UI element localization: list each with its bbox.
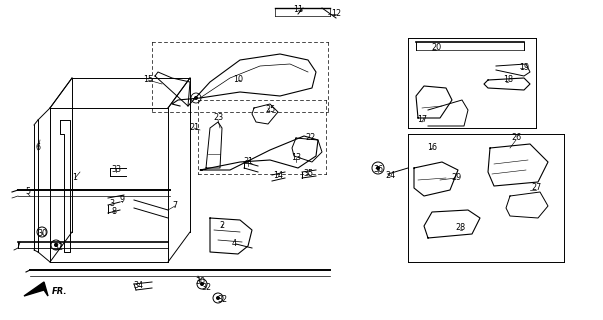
Text: 17: 17 bbox=[417, 116, 427, 124]
Text: 27: 27 bbox=[531, 183, 541, 193]
Text: 31: 31 bbox=[243, 157, 253, 166]
Polygon shape bbox=[24, 282, 48, 296]
Circle shape bbox=[54, 243, 58, 247]
Circle shape bbox=[200, 282, 204, 286]
Text: 24: 24 bbox=[385, 172, 395, 180]
Text: 10: 10 bbox=[233, 76, 243, 84]
Text: 2: 2 bbox=[219, 221, 224, 230]
Text: 6: 6 bbox=[36, 143, 40, 153]
Text: 25: 25 bbox=[265, 106, 275, 115]
Text: 20: 20 bbox=[431, 44, 441, 52]
Text: 32: 32 bbox=[201, 284, 211, 292]
Text: 18: 18 bbox=[503, 76, 513, 84]
Text: 32: 32 bbox=[217, 295, 227, 305]
Text: 9: 9 bbox=[119, 196, 125, 204]
Text: 26: 26 bbox=[511, 133, 521, 142]
Text: 5: 5 bbox=[25, 188, 31, 196]
Text: 21: 21 bbox=[189, 124, 199, 132]
Text: 16: 16 bbox=[427, 143, 437, 153]
Circle shape bbox=[194, 96, 198, 100]
Text: 23: 23 bbox=[213, 114, 223, 123]
Text: 14: 14 bbox=[273, 171, 283, 180]
Circle shape bbox=[216, 296, 220, 300]
Text: 29: 29 bbox=[451, 173, 461, 182]
Text: 19: 19 bbox=[519, 63, 529, 73]
Text: 30: 30 bbox=[195, 277, 205, 286]
Text: 15: 15 bbox=[143, 76, 153, 84]
Text: 36: 36 bbox=[373, 165, 383, 174]
Text: 34: 34 bbox=[133, 282, 143, 291]
Text: 7: 7 bbox=[172, 201, 177, 210]
Text: 8: 8 bbox=[112, 207, 116, 217]
Text: 30: 30 bbox=[37, 229, 47, 238]
Text: FR.: FR. bbox=[52, 287, 68, 297]
Text: 32: 32 bbox=[53, 244, 63, 252]
Text: 35: 35 bbox=[303, 170, 313, 179]
Text: 1: 1 bbox=[72, 173, 78, 182]
Text: 22: 22 bbox=[305, 133, 315, 142]
Text: 12: 12 bbox=[331, 10, 341, 19]
Text: 33: 33 bbox=[111, 165, 121, 174]
Circle shape bbox=[376, 166, 380, 170]
Text: 3: 3 bbox=[110, 198, 115, 207]
Text: 28: 28 bbox=[455, 223, 465, 233]
Text: 11: 11 bbox=[293, 5, 303, 14]
Text: 4: 4 bbox=[232, 239, 236, 249]
Text: 13: 13 bbox=[291, 153, 301, 162]
